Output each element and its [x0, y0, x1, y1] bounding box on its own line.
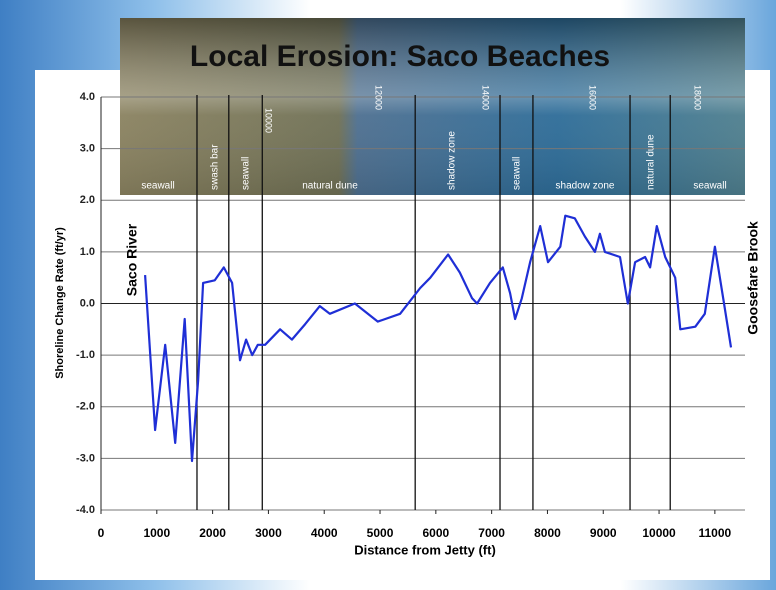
y-tick-label: -3.0	[76, 452, 95, 464]
x-tick-label: 8000	[534, 526, 561, 540]
zone-label: shadow zone	[447, 131, 458, 190]
x-tick-label: 4000	[311, 526, 338, 540]
photo-mark: 14000	[481, 85, 491, 110]
photo-mark: 12000	[374, 85, 384, 110]
y-tick-label: 1.0	[80, 246, 95, 258]
x-tick-label: 2000	[199, 526, 226, 540]
zone-label: seawall	[141, 181, 174, 192]
zone-label: shadow zone	[556, 181, 615, 192]
x-tick-label: 0	[98, 526, 105, 540]
x-tick-label: 9000	[590, 526, 617, 540]
zone-label: seawall	[512, 157, 523, 190]
x-tick-label: 1000	[143, 526, 170, 540]
zone-label: swash bar	[210, 144, 221, 190]
x-tick-label: 7000	[478, 526, 505, 540]
x-tick-label: 5000	[367, 526, 394, 540]
photo-mark: 10000	[264, 108, 274, 133]
data-line	[144, 214, 733, 463]
y-tick-label: 4.0	[80, 91, 95, 103]
aerial-shading	[120, 18, 745, 195]
x-axis-label: Distance from Jetty (ft)	[354, 542, 496, 557]
x-tick-label: 10000	[642, 526, 676, 540]
zone-label: seawall	[241, 157, 252, 190]
x-tick-label: 3000	[255, 526, 282, 540]
zone-label: seawall	[693, 181, 726, 192]
zone-label: natural dune	[646, 134, 657, 190]
y-tick-label: 2.0	[80, 194, 95, 206]
chart-title: Local Erosion: Saco Beaches	[190, 40, 610, 73]
y-tick-label: -4.0	[76, 504, 95, 516]
y-tick-label: -1.0	[76, 349, 95, 361]
x-tick-label: 11000	[699, 526, 732, 540]
y-tick-label: 3.0	[80, 143, 95, 155]
y-tick-label: 0.0	[80, 297, 95, 309]
side-label: Saco River	[124, 223, 140, 296]
photo-mark: 18000	[693, 85, 703, 110]
photo-mark: 16000	[588, 85, 598, 110]
side-label: Goosefare Brook	[745, 221, 761, 335]
zone-label: natural dune	[302, 181, 358, 192]
y-axis-label: Shoreline Change Rate (ft/yr)	[54, 227, 66, 379]
y-tick-label: -2.0	[76, 401, 95, 413]
x-tick-label: 6000	[422, 526, 449, 540]
